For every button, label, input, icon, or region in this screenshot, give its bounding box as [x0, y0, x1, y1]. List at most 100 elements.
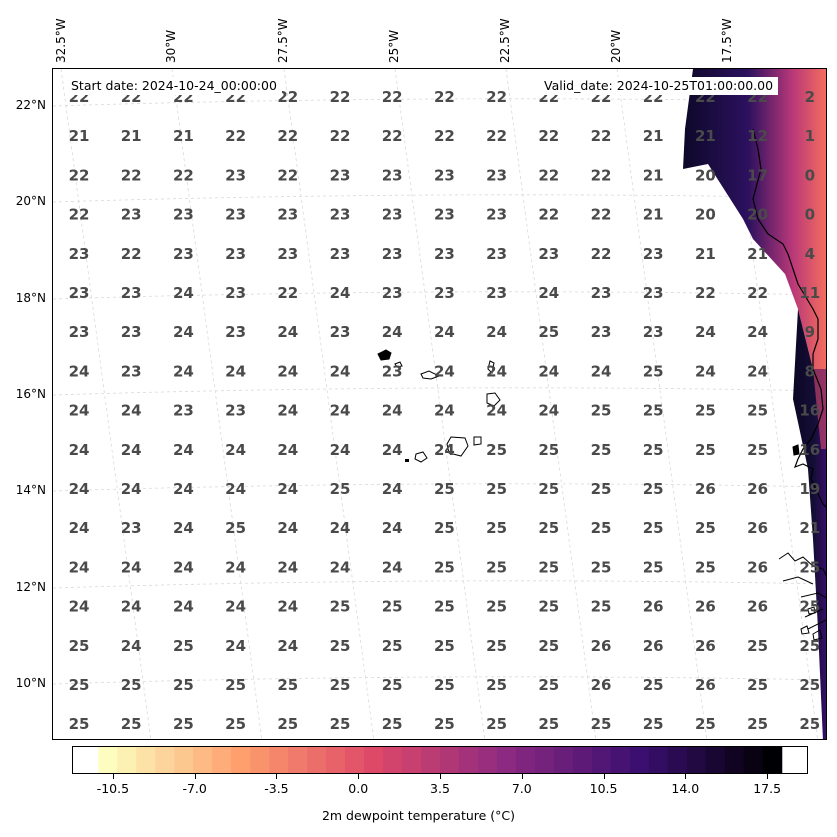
dewpoint-value: 24 [434, 362, 455, 380]
dewpoint-value: 0 [805, 206, 815, 224]
dewpoint-value: 25 [591, 598, 612, 616]
parallel-line [53, 483, 826, 492]
dewpoint-value: 24 [69, 480, 90, 498]
dewpoint-value: 25 [799, 598, 820, 616]
dewpoint-value: 22 [121, 245, 142, 263]
dewpoint-value: 24 [225, 362, 246, 380]
dewpoint-value: 25 [747, 637, 768, 655]
colorbar-segment [724, 747, 745, 773]
parallel-line [53, 291, 826, 300]
dewpoint-value: 23 [225, 402, 246, 420]
dewpoint-value: 24 [486, 402, 507, 420]
dewpoint-value: 24 [277, 402, 298, 420]
colorbar-tick-label: -3.5 [264, 781, 289, 796]
dewpoint-value: 24 [69, 441, 90, 459]
lat-label-12n: 12°N [15, 580, 46, 594]
dewpoint-value: 25 [277, 715, 298, 733]
dewpoint-value: 23 [591, 323, 612, 341]
colorbar-tick-label: -7.0 [182, 781, 207, 796]
dewpoint-value: 25 [591, 402, 612, 420]
dewpoint-value: 24 [173, 480, 194, 498]
colorbar-segment [477, 747, 498, 773]
dewpoint-value: 26 [695, 676, 716, 694]
dewpoint-value: 12 [747, 127, 768, 145]
dewpoint-value: 26 [591, 637, 612, 655]
dewpoint-value: 25 [747, 715, 768, 733]
dewpoint-value: 22 [591, 206, 612, 224]
colorbar-tick-mark [194, 774, 196, 779]
dewpoint-value: 22 [538, 206, 559, 224]
dewpoint-value: 23 [121, 206, 142, 224]
dewpoint-value: 23 [121, 323, 142, 341]
dewpoint-value: 23 [277, 206, 298, 224]
colorbar-tick-label: 7.0 [511, 781, 532, 796]
dewpoint-value: 25 [538, 480, 559, 498]
dewpoint-value: 25 [643, 519, 664, 537]
dewpoint-value: 21 [643, 166, 664, 184]
dewpoint-value: 25 [486, 441, 507, 459]
colorbar-tick-label: -10.5 [96, 781, 130, 796]
dewpoint-value: 22 [591, 245, 612, 263]
meridian-line [394, 69, 486, 739]
dewpoint-value: 22 [591, 127, 612, 145]
dewpoint-value: 21 [747, 245, 768, 263]
dewpoint-value: 25 [225, 519, 246, 537]
dewpoint-value: 22 [538, 166, 559, 184]
dewpoint-value: 25 [486, 637, 507, 655]
dewpoint-value: 17 [747, 166, 768, 184]
dewpoint-value: 22 [69, 206, 90, 224]
cape-verde-santiago [446, 436, 469, 457]
parallel-line [53, 676, 826, 685]
guinea-bissau-islands [778, 552, 826, 630]
parallel-line [53, 98, 826, 107]
dewpoint-value: 25 [799, 676, 820, 694]
colorbar-segment [136, 747, 156, 773]
colorbar-tick-label: 14.0 [671, 781, 700, 796]
dewpoint-value: 23 [225, 323, 246, 341]
dewpoint-value: 0 [805, 166, 815, 184]
meridian-line [505, 69, 597, 739]
dewpoint-value: 23 [121, 362, 142, 380]
dewpoint-value: 25 [434, 715, 455, 733]
dewpoint-value: 26 [695, 480, 716, 498]
dewpoint-value: 24 [277, 558, 298, 576]
dewpoint-value: 22 [747, 284, 768, 302]
dewpoint-value: 22 [591, 166, 612, 184]
dewpoint-value: 26 [591, 676, 612, 694]
colorbar-tick-mark [112, 774, 114, 779]
dewpoint-value: 25 [382, 715, 403, 733]
dewpoint-value: 23 [591, 284, 612, 302]
colorbar-title: 2m dewpoint temperature (°C) [321, 808, 516, 823]
cape-verde-brava [405, 459, 409, 462]
dewpoint-value: 23 [121, 284, 142, 302]
dewpoint-value: 25 [799, 715, 820, 733]
colorbar-segment [629, 747, 650, 773]
dewpoint-value: 24 [330, 402, 351, 420]
colorbar-segment [307, 747, 327, 773]
colorbar-tick-label: 10.5 [589, 781, 618, 796]
dewpoint-value: 25 [643, 480, 664, 498]
colorbar-segment [496, 747, 517, 773]
start-date-label: Start date: 2024-10-24_00:00:00 [66, 77, 282, 95]
dewpoint-value: 25 [538, 441, 559, 459]
colorbar-segment [288, 747, 308, 773]
dewpoint-value: 23 [173, 206, 194, 224]
dewpoint-value: 21 [695, 245, 716, 263]
dewpoint-value: 24 [486, 323, 507, 341]
lat-label-18n: 18°N [15, 291, 46, 305]
dewpoint-value: 23 [330, 166, 351, 184]
dewpoint-value: 23 [69, 245, 90, 263]
dewpoint-value: 21 [121, 127, 142, 145]
dewpoint-value: 24 [277, 637, 298, 655]
dewpoint-value: 24 [173, 598, 194, 616]
dewpoint-value: 24 [486, 362, 507, 380]
colorbar-segment [421, 747, 441, 773]
dewpoint-value: 24 [330, 558, 351, 576]
dewpoint-value: 26 [747, 480, 768, 498]
dewpoint-value: 24 [591, 362, 612, 380]
dewpoint-value: 24 [121, 480, 142, 498]
dewpoint-value: 25 [121, 715, 142, 733]
dewpoint-value: 24 [382, 519, 403, 537]
colorbar-tick-label: 0.0 [348, 781, 369, 796]
dewpoint-value: 26 [747, 519, 768, 537]
